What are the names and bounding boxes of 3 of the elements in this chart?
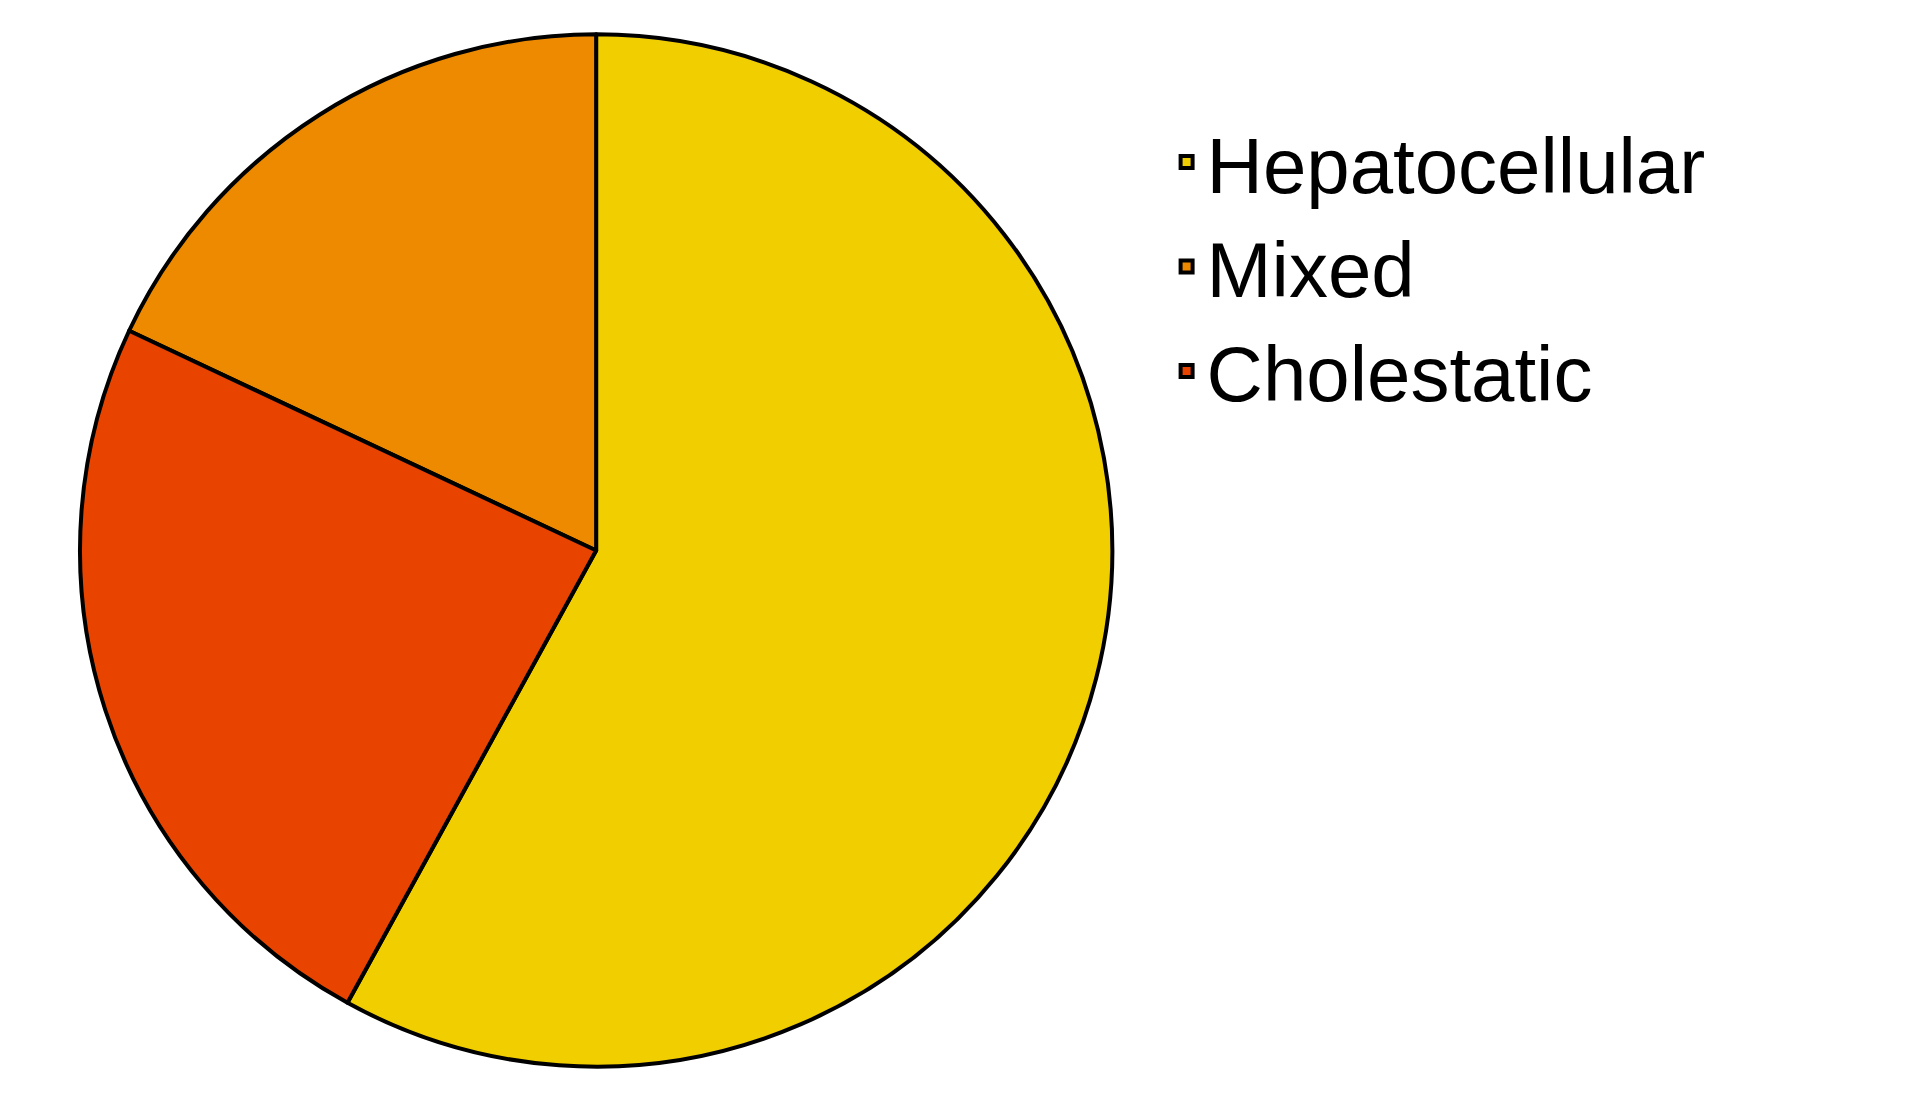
legend-label: Mixed (1206, 225, 1415, 314)
legend-label: Hepatocellular (1206, 121, 1706, 210)
legend-label: Cholestatic (1206, 330, 1593, 419)
